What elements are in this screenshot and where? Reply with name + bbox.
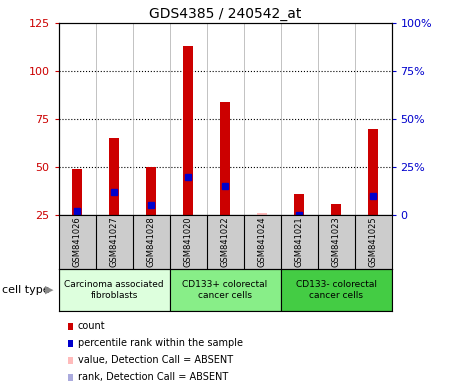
Text: GSM841028: GSM841028 xyxy=(147,217,156,267)
Text: CD133+ colorectal
cancer cells: CD133+ colorectal cancer cells xyxy=(182,280,268,300)
Bar xyxy=(72,169,81,215)
Bar xyxy=(369,129,378,215)
Bar xyxy=(220,102,230,215)
Bar xyxy=(294,194,304,215)
Bar xyxy=(58,269,170,311)
Text: ▶: ▶ xyxy=(45,285,54,295)
Text: count: count xyxy=(78,321,105,331)
Text: GSM841021: GSM841021 xyxy=(294,217,303,267)
Bar xyxy=(331,204,341,215)
Title: GDS4385 / 240542_at: GDS4385 / 240542_at xyxy=(149,7,301,21)
Text: GSM841020: GSM841020 xyxy=(184,217,193,267)
Text: cell type: cell type xyxy=(2,285,50,295)
Bar xyxy=(109,138,119,215)
Text: GSM841023: GSM841023 xyxy=(332,217,341,267)
Text: GSM841024: GSM841024 xyxy=(257,217,266,267)
Bar xyxy=(146,167,156,215)
Text: value, Detection Call = ABSENT: value, Detection Call = ABSENT xyxy=(78,355,233,365)
Text: GSM841025: GSM841025 xyxy=(369,217,378,267)
Text: Carcinoma associated
fibroblasts: Carcinoma associated fibroblasts xyxy=(64,280,164,300)
Text: GSM841022: GSM841022 xyxy=(220,217,230,267)
Bar xyxy=(257,213,266,215)
Text: percentile rank within the sample: percentile rank within the sample xyxy=(78,338,243,348)
Text: CD133- colorectal
cancer cells: CD133- colorectal cancer cells xyxy=(296,280,377,300)
Bar xyxy=(280,269,392,311)
Text: rank, Detection Call = ABSENT: rank, Detection Call = ABSENT xyxy=(78,372,228,382)
Bar xyxy=(184,46,193,215)
Text: GSM841027: GSM841027 xyxy=(109,217,118,267)
Text: GSM841026: GSM841026 xyxy=(72,217,81,267)
Bar xyxy=(170,269,280,311)
